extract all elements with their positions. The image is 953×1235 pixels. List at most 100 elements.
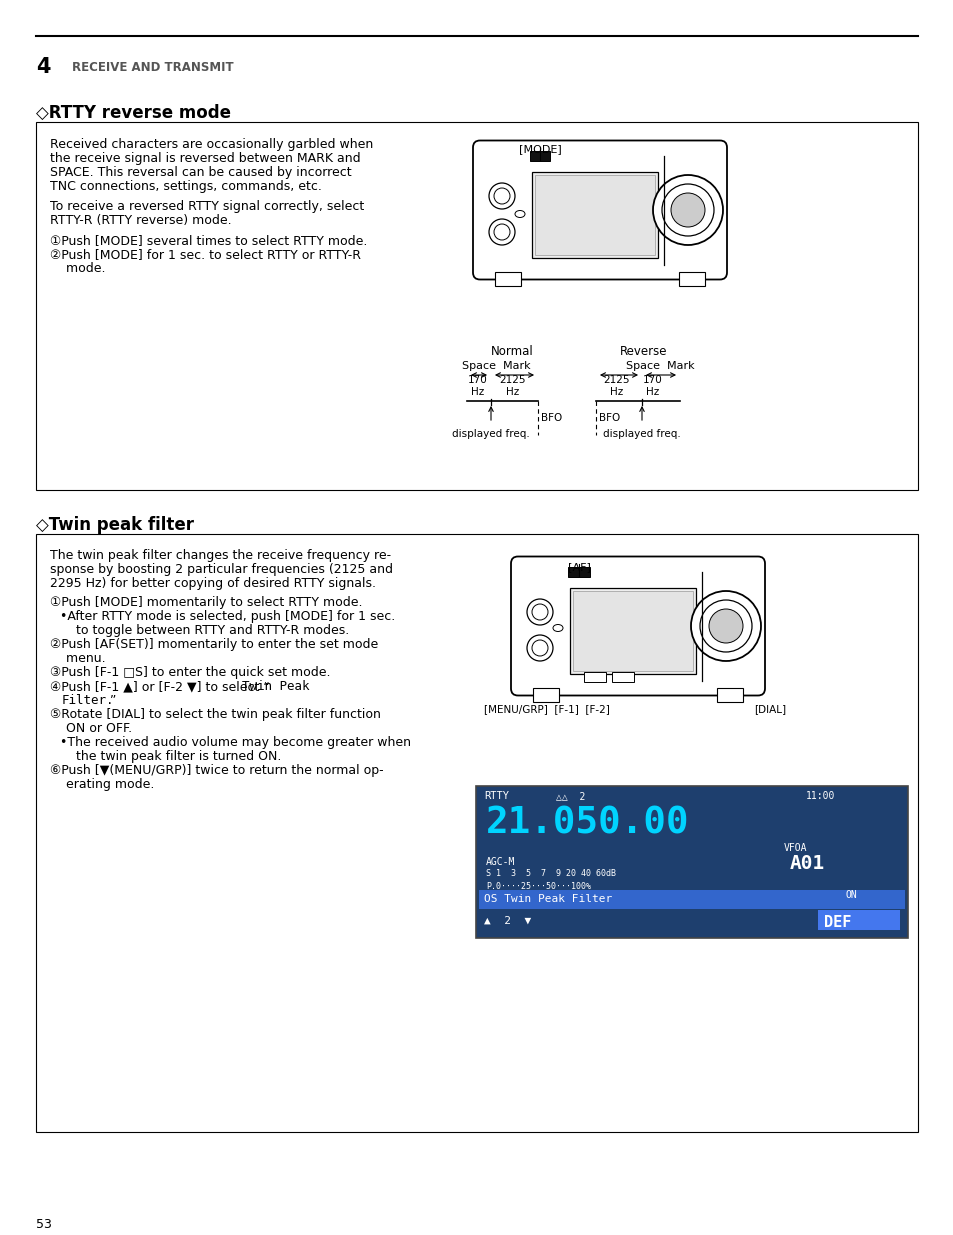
Text: sponse by boosting 2 particular frequencies (2125 and: sponse by boosting 2 particular frequenc… — [50, 563, 393, 576]
Text: RTTY: RTTY — [483, 790, 509, 802]
Text: to toggle between RTTY and RTTY-R modes.: to toggle between RTTY and RTTY-R modes. — [60, 624, 349, 637]
Bar — [567, 567, 589, 577]
Bar — [535, 175, 655, 254]
Text: 170
Hz: 170 Hz — [468, 375, 487, 398]
Text: erating mode.: erating mode. — [50, 778, 154, 790]
Bar — [532, 172, 658, 258]
Bar — [476, 785, 907, 939]
Ellipse shape — [515, 210, 524, 217]
Text: BFO: BFO — [598, 412, 619, 424]
Text: 2125
Hz: 2125 Hz — [499, 375, 526, 398]
Text: A01: A01 — [789, 853, 824, 873]
Text: ◇RTTY reverse mode: ◇RTTY reverse mode — [36, 104, 231, 122]
Text: Reverse: Reverse — [619, 345, 667, 358]
Circle shape — [532, 604, 547, 620]
Text: ▲  2  ▼: ▲ 2 ▼ — [483, 916, 531, 926]
Text: ①Push [MODE] several times to select RTTY mode.: ①Push [MODE] several times to select RTT… — [50, 233, 367, 247]
Text: ◇Twin peak filter: ◇Twin peak filter — [36, 516, 193, 534]
Circle shape — [489, 183, 515, 209]
Circle shape — [700, 600, 751, 652]
Circle shape — [707, 616, 716, 625]
Text: RECEIVE AND TRANSMIT: RECEIVE AND TRANSMIT — [71, 61, 233, 74]
Circle shape — [690, 592, 760, 661]
Circle shape — [669, 215, 678, 225]
Text: 21.050.00: 21.050.00 — [485, 806, 689, 842]
Bar — [569, 588, 696, 674]
Text: [MODE]: [MODE] — [518, 144, 560, 154]
Text: Space  Mark: Space Mark — [461, 361, 530, 370]
Text: AGC-M: AGC-M — [485, 857, 515, 867]
Circle shape — [494, 224, 510, 240]
Circle shape — [669, 200, 678, 210]
Bar — [717, 688, 742, 701]
Text: displayed freq.: displayed freq. — [602, 429, 680, 438]
Text: 2295 Hz) for better copying of desired RTTY signals.: 2295 Hz) for better copying of desired R… — [50, 577, 375, 590]
Text: ②Push [MODE] for 1 sec. to select RTTY or RTTY-R: ②Push [MODE] for 1 sec. to select RTTY o… — [50, 248, 360, 261]
Bar — [533, 688, 558, 701]
Circle shape — [489, 219, 515, 245]
Bar — [478, 909, 904, 931]
Bar — [573, 592, 692, 671]
Text: RTTY-R (RTTY reverse) mode.: RTTY-R (RTTY reverse) mode. — [50, 214, 232, 227]
Text: Received characters are occasionally garbled when: Received characters are occasionally gar… — [50, 138, 373, 151]
Circle shape — [669, 185, 678, 194]
Text: ON or OFF.: ON or OFF. — [50, 722, 132, 735]
Text: mode.: mode. — [50, 262, 106, 275]
Circle shape — [652, 175, 722, 245]
Text: the receive signal is reversed between MARK and: the receive signal is reversed between M… — [50, 152, 360, 165]
Text: ③Push [F-1 □S] to enter the quick set mode.: ③Push [F-1 □S] to enter the quick set mo… — [50, 666, 330, 679]
Circle shape — [670, 193, 704, 227]
Text: ON: ON — [845, 890, 857, 900]
Text: •The received audio volume may become greater when: •The received audio volume may become gr… — [60, 736, 411, 748]
Text: VFOA: VFOA — [783, 844, 806, 853]
Text: BFO: BFO — [540, 412, 561, 424]
Ellipse shape — [553, 625, 562, 631]
Text: menu.: menu. — [50, 652, 106, 664]
Text: ⑤Rotate [DIAL] to select the twin peak filter function: ⑤Rotate [DIAL] to select the twin peak f… — [50, 708, 380, 721]
Text: [DIAL]: [DIAL] — [753, 704, 785, 715]
Bar — [36, 122, 917, 490]
Bar — [612, 672, 634, 682]
Text: [AF]: [AF] — [567, 562, 590, 572]
Text: ”: ” — [110, 694, 116, 706]
Text: OS Twin Peak Filter: OS Twin Peak Filter — [483, 894, 612, 904]
Bar — [817, 910, 899, 930]
Text: Space  Mark: Space Mark — [625, 361, 694, 370]
Text: 2125
Hz: 2125 Hz — [603, 375, 630, 398]
Circle shape — [526, 635, 553, 661]
Text: SPACE. This reversal can be caused by incorrect: SPACE. This reversal can be caused by in… — [50, 165, 352, 179]
Circle shape — [708, 609, 742, 643]
FancyBboxPatch shape — [473, 141, 726, 279]
Text: 4: 4 — [36, 57, 51, 77]
Text: 53: 53 — [36, 1218, 51, 1231]
Circle shape — [707, 601, 716, 610]
Text: Filter.: Filter. — [62, 694, 114, 706]
Text: displayed freq.: displayed freq. — [452, 429, 529, 438]
Circle shape — [526, 599, 553, 625]
Text: Normal: Normal — [490, 345, 533, 358]
Text: Twin Peak: Twin Peak — [242, 680, 309, 693]
Text: the twin peak filter is turned ON.: the twin peak filter is turned ON. — [60, 750, 281, 763]
Text: 11:00: 11:00 — [805, 790, 835, 802]
Circle shape — [707, 631, 716, 641]
Circle shape — [661, 184, 713, 236]
Text: P.0····25···50···100%: P.0····25···50···100% — [485, 882, 590, 890]
Text: TNC connections, settings, commands, etc.: TNC connections, settings, commands, etc… — [50, 180, 321, 193]
Text: ①Push [MODE] momentarily to select RTTY mode.: ①Push [MODE] momentarily to select RTTY … — [50, 597, 362, 609]
Text: [MENU/GRP]  [F-1]  [F-2]: [MENU/GRP] [F-1] [F-2] — [483, 704, 609, 715]
Circle shape — [532, 640, 547, 656]
Text: ④Push [F-1 ▲] or [F-2 ▼] to select “: ④Push [F-1 ▲] or [F-2 ▼] to select “ — [50, 680, 270, 693]
Text: ⑥Push [▼(MENU/GRP)] twice to return the normal op-: ⑥Push [▼(MENU/GRP)] twice to return the … — [50, 764, 383, 777]
Bar — [583, 672, 605, 682]
Circle shape — [494, 188, 510, 204]
Text: •After RTTY mode is selected, push [MODE] for 1 sec.: •After RTTY mode is selected, push [MODE… — [60, 610, 395, 622]
Text: DEF: DEF — [823, 915, 850, 930]
Text: The twin peak filter changes the receive frequency re-: The twin peak filter changes the receive… — [50, 550, 391, 562]
Text: S 1  3  5  7  9 20 40 60dB: S 1 3 5 7 9 20 40 60dB — [485, 869, 616, 878]
Text: To receive a reversed RTTY signal correctly, select: To receive a reversed RTTY signal correc… — [50, 200, 364, 212]
Bar — [679, 272, 704, 285]
Bar — [478, 890, 904, 910]
Text: ②Push [AF(SET)] momentarily to enter the set mode: ②Push [AF(SET)] momentarily to enter the… — [50, 638, 377, 651]
FancyBboxPatch shape — [511, 557, 764, 695]
Bar — [36, 534, 917, 1132]
